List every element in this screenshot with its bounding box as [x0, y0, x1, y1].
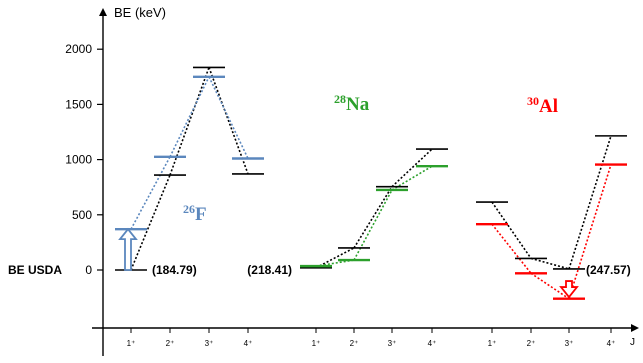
y-tick-label: 0 — [85, 263, 92, 277]
x-tick-label: 4⁺ — [244, 339, 253, 348]
x-tick-label: 3⁺ — [205, 339, 214, 348]
transition-connector — [353, 189, 393, 261]
y-tick-label: 500 — [72, 208, 92, 222]
nucleus-label: 30Al — [527, 94, 558, 117]
nucleus-groups: 1⁺ 2⁺ 3⁺ 4⁺26F(184.79)1⁺ 2⁺ 3⁺ 4⁺28Na(218.41)1… — [115, 66, 631, 348]
x-tick-label: 1⁺ — [488, 339, 497, 348]
x-tick-label: 4⁺ — [607, 339, 616, 348]
reference-value: (218.41) — [247, 263, 292, 277]
transition-connector — [130, 156, 171, 230]
transition-connector — [491, 201, 532, 259]
y-tick-label: 1000 — [65, 153, 92, 167]
x-tick-label: 1⁺ — [312, 339, 321, 348]
x-tick-label: 3⁺ — [388, 339, 397, 348]
y-tick-label: 1500 — [65, 97, 92, 111]
shift-down-arrow — [559, 280, 579, 299]
group-26F: 1⁺ 2⁺ 3⁺ 4⁺ 26F (184.79) — [115, 66, 264, 348]
y-tick-label: 2000 — [65, 42, 92, 56]
x-tick-label: 1⁺ — [127, 339, 136, 348]
transition-connector — [353, 186, 393, 249]
reference-value: (184.79) — [152, 263, 197, 277]
transition-connector — [208, 67, 249, 175]
x-tick-label: 2⁺ — [350, 339, 359, 348]
group-30Al: 1⁺ 2⁺ 3⁺ 4⁺ 30Al (247.57) — [476, 94, 631, 348]
group-28Na: 1⁺ 2⁺ 3⁺ 4⁺ 28Na (218.41) — [247, 92, 448, 348]
x-tick-label: 4⁺ — [428, 339, 437, 348]
transition-connector — [568, 135, 612, 270]
transition-connector — [568, 164, 612, 299]
transition-connector — [169, 76, 210, 158]
transition-connector — [530, 257, 570, 270]
reference-value: (247.57) — [586, 263, 631, 277]
y-axis-label: BE (keV) — [114, 5, 166, 20]
transition-connector — [208, 76, 249, 159]
x-tick-label: 3⁺ — [565, 339, 574, 348]
x-tick-label: 2⁺ — [527, 339, 536, 348]
transition-connector — [130, 174, 171, 271]
x-axis-label: J — [630, 337, 635, 348]
transition-connector — [315, 247, 355, 269]
transition-connector — [169, 67, 210, 176]
transition-connector — [391, 148, 433, 188]
nucleus-label: 26F — [183, 202, 207, 225]
y-ticks: 0 500 1000 1500 2000 — [65, 42, 103, 277]
baseline-label: BE USDA — [8, 263, 62, 277]
nucleus-label: 28Na — [334, 92, 370, 115]
transition-connector — [530, 272, 570, 300]
x-tick-label: 2⁺ — [166, 339, 175, 348]
shift-up-arrow — [118, 227, 138, 271]
transition-connector — [491, 223, 532, 274]
